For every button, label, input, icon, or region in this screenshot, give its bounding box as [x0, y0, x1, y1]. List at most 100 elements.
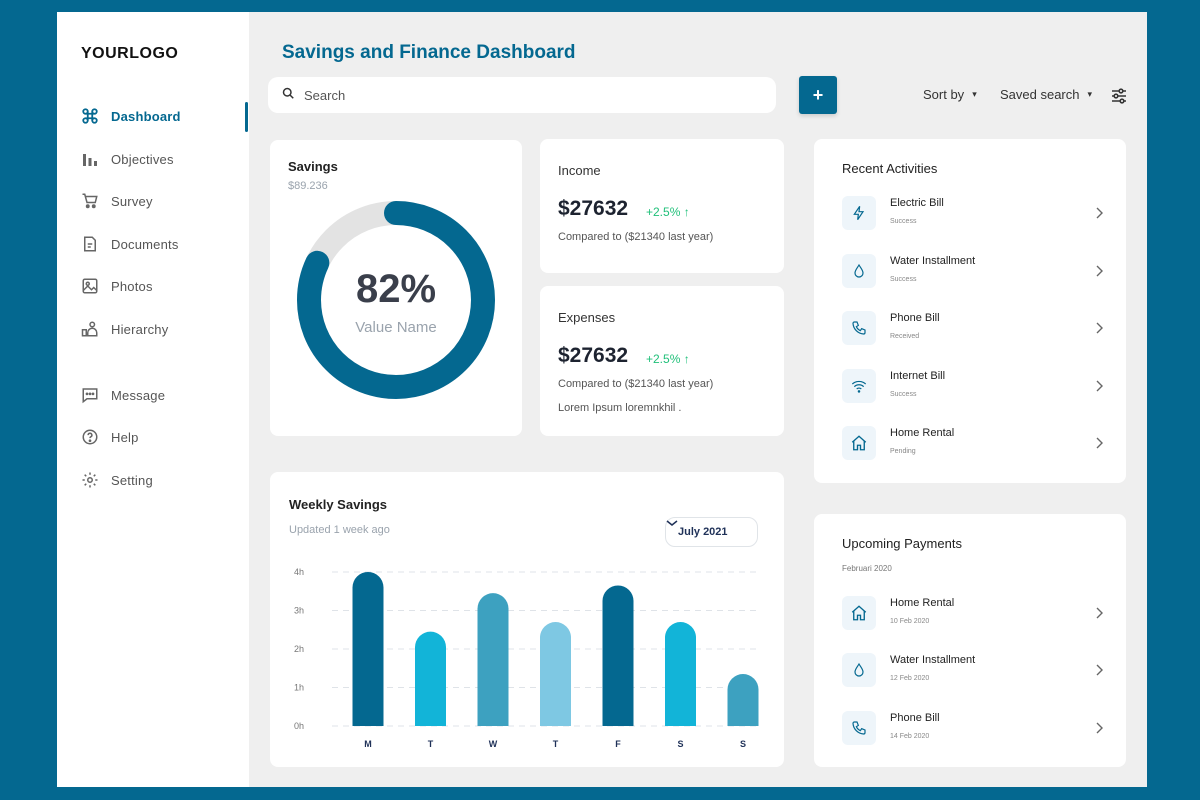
message-icon	[81, 386, 99, 404]
upcoming-title: Upcoming Payments	[842, 536, 962, 551]
chart-bar	[727, 674, 759, 726]
income-amount: $27632	[558, 197, 629, 220]
sort-by-label: Sort by	[923, 87, 965, 102]
chevron-right-icon	[1094, 264, 1104, 278]
savings-donut	[297, 201, 495, 399]
page-title: Savings and Finance Dashboard	[282, 42, 576, 63]
chart-bar	[665, 622, 696, 726]
wifi-icon	[842, 369, 876, 403]
weekly-updated: Updated 1 week ago	[289, 524, 390, 536]
sidebar: YOURLOGO Dashboard Objectives Survey Doc…	[57, 12, 249, 787]
chevron-down-icon	[666, 520, 752, 537]
hierarchy-icon	[81, 320, 99, 338]
upcoming-subtitle: Februari 2020	[842, 564, 892, 573]
activity-status: Success	[890, 391, 917, 398]
y-tick-label: 3h	[294, 606, 304, 616]
water-drop-icon	[842, 254, 876, 288]
y-tick-label: 1h	[294, 683, 304, 693]
activity-name: Home Rental	[890, 427, 955, 439]
search-input[interactable]	[304, 87, 744, 103]
logo: YOURLOGO	[81, 45, 179, 62]
expenses-title: Expenses	[558, 310, 616, 325]
savings-card: Savings $89.236 82% Value Name	[270, 140, 522, 436]
chevron-right-icon	[1094, 606, 1104, 620]
payment-date: 14 Feb 2020	[890, 733, 930, 740]
chart-bar	[477, 593, 509, 726]
month-select-value: July 2021	[678, 526, 728, 538]
sidebar-item-setting[interactable]: Setting	[81, 468, 153, 492]
document-icon	[81, 235, 99, 253]
sidebar-item-objectives[interactable]: Objectives	[81, 147, 174, 171]
saved-search-dropdown[interactable]: Saved search ▾	[1000, 87, 1092, 102]
chevron-right-icon	[1094, 436, 1104, 450]
sidebar-item-documents[interactable]: Documents	[81, 232, 179, 256]
sidebar-item-message[interactable]: Message	[81, 383, 165, 407]
donut-progress	[297, 201, 495, 399]
activity-status: Received	[890, 333, 920, 340]
recent-title: Recent Activities	[842, 161, 938, 176]
y-tick-label: 2h	[294, 644, 304, 654]
weekly-savings-card: 0h 1h 2h 3h 4h M T W T F S S Weekly Savings Updated…	[270, 472, 784, 767]
home-icon	[842, 426, 876, 460]
list-item[interactable]: Home Rental Pending	[842, 426, 1104, 462]
search-bar	[268, 77, 776, 113]
chevron-down-icon: ▾	[972, 89, 977, 99]
list-item[interactable]: Water Installment Success	[842, 254, 1104, 290]
add-button[interactable]: +	[799, 76, 837, 114]
y-tick-label: 4h	[294, 567, 304, 577]
chevron-down-icon: ▾	[1087, 89, 1093, 99]
income-title: Income	[558, 163, 601, 178]
payment-date: 10 Feb 2020	[890, 618, 930, 625]
chevron-right-icon	[1094, 721, 1104, 735]
chart-bar	[540, 622, 571, 726]
sidebar-item-label: Objectives	[111, 151, 174, 167]
x-tick-label: F	[615, 739, 621, 749]
sidebar-item-dashboard[interactable]: Dashboard	[81, 104, 181, 128]
sidebar-item-label: Documents	[111, 236, 179, 252]
x-tick-label: T	[428, 739, 434, 749]
bar-chart-icon	[81, 150, 99, 168]
filter-sliders-icon[interactable]	[1110, 87, 1128, 105]
sidebar-item-help[interactable]: Help	[81, 425, 139, 449]
payment-name: Phone Bill	[890, 712, 940, 724]
phone-icon	[842, 311, 876, 345]
water-drop-icon	[842, 653, 876, 687]
x-tick-label: W	[489, 739, 498, 749]
chevron-right-icon	[1094, 206, 1104, 220]
expenses-compare: Compared to ($21340 last year)	[558, 378, 714, 390]
weekly-title: Weekly Savings	[289, 497, 388, 512]
income-change: +2.5% ↑	[646, 205, 690, 219]
payment-name: Water Installment	[890, 654, 976, 666]
expenses-note: Lorem Ipsum loremnkhil .	[558, 402, 682, 414]
lightning-icon	[842, 196, 876, 230]
chevron-right-icon	[1094, 321, 1104, 335]
sidebar-item-label: Setting	[111, 472, 153, 488]
list-item[interactable]: Phone Bill Received	[842, 311, 1104, 347]
list-item[interactable]: Home Rental 10 Feb 2020	[842, 596, 1104, 632]
sort-by-dropdown[interactable]: Sort by ▾	[923, 87, 977, 102]
activity-name: Phone Bill	[890, 312, 940, 324]
active-indicator	[245, 102, 248, 132]
activity-name: Electric Bill	[890, 197, 944, 209]
list-item[interactable]: Water Installment 12 Feb 2020	[842, 653, 1104, 689]
chevron-right-icon	[1094, 379, 1104, 393]
savings-title: Savings	[288, 159, 338, 174]
x-tick-label: S	[677, 739, 683, 749]
list-item[interactable]: Phone Bill 14 Feb 2020	[842, 711, 1104, 747]
income-compare: Compared to ($21340 last year)	[558, 231, 714, 243]
phone-icon	[842, 711, 876, 745]
chart-bar	[352, 572, 384, 726]
sidebar-item-label: Dashboard	[111, 108, 181, 124]
sidebar-item-photos[interactable]: Photos	[81, 274, 153, 298]
sidebar-item-survey[interactable]: Survey	[81, 189, 153, 213]
month-select[interactable]: July 2021	[665, 517, 758, 547]
sidebar-item-hierarchy[interactable]: Hierarchy	[81, 317, 168, 341]
expenses-card: Expenses $27632 +2.5% ↑ Compared to ($21…	[540, 286, 784, 436]
sidebar-item-label: Survey	[111, 193, 153, 209]
chart-bar	[602, 585, 634, 726]
list-item[interactable]: Electric Bill Success	[842, 196, 1104, 232]
list-item[interactable]: Internet Bill Success	[842, 369, 1104, 405]
app-frame: YOURLOGO Dashboard Objectives Survey Doc…	[57, 12, 1147, 787]
cart-icon	[81, 192, 99, 210]
image-icon	[81, 277, 99, 295]
